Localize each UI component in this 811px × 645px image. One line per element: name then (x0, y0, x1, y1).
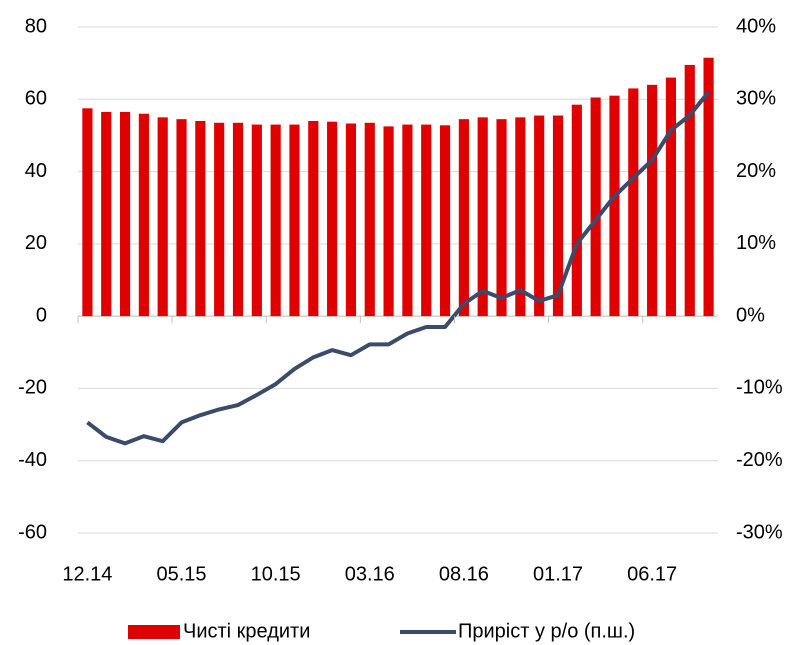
bar (232, 122, 244, 317)
x-tick-label: 12.14 (62, 563, 112, 585)
y-tick-label: -60 (18, 521, 47, 543)
bar (82, 108, 93, 317)
bar (364, 122, 375, 317)
y-tick-label: -40 (18, 449, 47, 471)
bar (590, 97, 601, 317)
bar (345, 123, 357, 317)
bar (534, 115, 545, 317)
y-tick-label: 20 (25, 232, 47, 254)
y2-tick-label: -20% (736, 449, 783, 471)
bar (552, 115, 564, 317)
y2-tick-label: -30% (736, 521, 783, 543)
bar (138, 113, 149, 317)
bar (421, 124, 432, 317)
bar (571, 104, 582, 317)
y-tick-label: 60 (25, 88, 47, 110)
y-tick-label: 40 (25, 160, 47, 182)
y-tick-label: -20 (18, 377, 47, 399)
bar (703, 57, 714, 317)
legend-label: Приріст у р/о (п.ш.) (458, 620, 635, 642)
bar (251, 124, 262, 317)
bar (496, 119, 507, 317)
bar (119, 111, 131, 317)
bar (270, 124, 281, 317)
x-tick-label: 01.17 (533, 563, 583, 585)
bar (477, 117, 488, 317)
bar (327, 121, 338, 317)
y-tick-label: 0 (36, 304, 47, 326)
x-tick-label: 10.15 (251, 563, 301, 585)
bar (101, 111, 112, 317)
bar (647, 84, 658, 317)
bar (383, 126, 394, 317)
y-tick-label: 80 (25, 15, 47, 37)
bar (195, 120, 206, 317)
line (86, 90, 711, 446)
legend-swatch (128, 625, 180, 639)
bar (176, 119, 187, 317)
x-tick-label: 05.15 (156, 563, 206, 585)
bar (684, 64, 695, 317)
bar (402, 124, 413, 317)
y2-tick-label: 10% (736, 232, 776, 254)
bar (157, 117, 168, 317)
y2-tick-label: 0% (736, 304, 765, 326)
bar (665, 77, 677, 317)
x-tick-label: 08.16 (439, 563, 489, 585)
y2-tick-label: 30% (736, 88, 776, 110)
bar (308, 120, 319, 317)
legend-label: Чисті кредити (183, 620, 310, 642)
bar (214, 122, 225, 317)
bar (515, 117, 526, 317)
x-tick-label: 06.17 (627, 563, 677, 585)
bar (609, 95, 620, 317)
y2-tick-label: 40% (736, 15, 776, 37)
y2-tick-label: -10% (736, 377, 783, 399)
bar (439, 125, 451, 317)
bar (458, 119, 469, 317)
bar (628, 88, 639, 317)
x-tick-label: 03.16 (345, 563, 395, 585)
y2-tick-label: 20% (736, 160, 776, 182)
bar (289, 124, 300, 317)
